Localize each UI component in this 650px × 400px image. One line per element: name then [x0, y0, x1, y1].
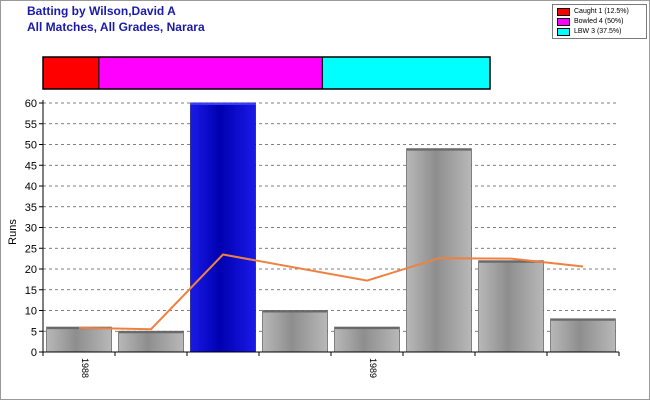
y-tick-label: 5 [31, 326, 37, 338]
dismissal-segment-bowled [98, 56, 323, 90]
dismissal-segment-caught [42, 56, 100, 90]
axes: 0 5 10 15 20 25 30 35 40 45 50 55 60 1988 1989 [25, 98, 620, 378]
y-tick-label: 20 [25, 264, 37, 276]
y-tick-label: 50 [25, 140, 37, 152]
x-tick-label: 1989 [368, 358, 378, 378]
x-tick-label: 1988 [80, 358, 90, 378]
line-series [78, 253, 584, 331]
legend-swatch-bowled [557, 17, 570, 26]
bars [46, 102, 616, 353]
legend-item-bowled: Bowled 4 (50%) [557, 17, 623, 26]
y-tick-label: 25 [25, 243, 37, 255]
y-tick-label: 60 [25, 98, 37, 110]
legend-label-caught: Caught 1 (12.5%) [574, 8, 629, 15]
dismissal-segment-lbw [321, 56, 491, 90]
y-axis-label: Runs [7, 219, 19, 245]
legend-swatch-lbw [557, 27, 570, 36]
legend-label-lbw: LBW 3 (37.5%) [574, 28, 622, 35]
dismissal-bar [42, 56, 491, 90]
y-tick-label: 10 [25, 306, 37, 318]
y-tick-label: 55 [25, 119, 37, 131]
bar [46, 326, 112, 353]
chart-subtitle: All Matches, All Grades, Narara [27, 20, 205, 34]
bar [478, 260, 544, 353]
y-tick-label: 0 [31, 347, 37, 359]
legend-swatch-caught [557, 7, 570, 16]
legend-item-caught: Caught 1 (12.5%) [557, 7, 629, 16]
dismissal-bar-outline [42, 56, 491, 90]
legend: Caught 1 (12.5%) Bowled 4 (50%) LBW 3 (3… [552, 4, 647, 39]
y-tick-label: 30 [25, 223, 37, 235]
bar [334, 326, 400, 353]
average-line [78, 253, 584, 331]
bar [118, 330, 184, 353]
y-tick-label: 40 [25, 181, 37, 193]
chart-title: Batting by Wilson,David A [27, 4, 176, 18]
y-tick-label: 45 [25, 160, 37, 172]
bar [190, 102, 256, 353]
y-tick-label: 15 [25, 285, 37, 297]
bar [550, 318, 616, 353]
legend-item-lbw: LBW 3 (37.5%) [557, 27, 621, 36]
bar [406, 148, 472, 353]
legend-label-bowled: Bowled 4 (50%) [574, 18, 624, 25]
bar [262, 310, 328, 353]
y-tick-label: 35 [25, 202, 37, 214]
